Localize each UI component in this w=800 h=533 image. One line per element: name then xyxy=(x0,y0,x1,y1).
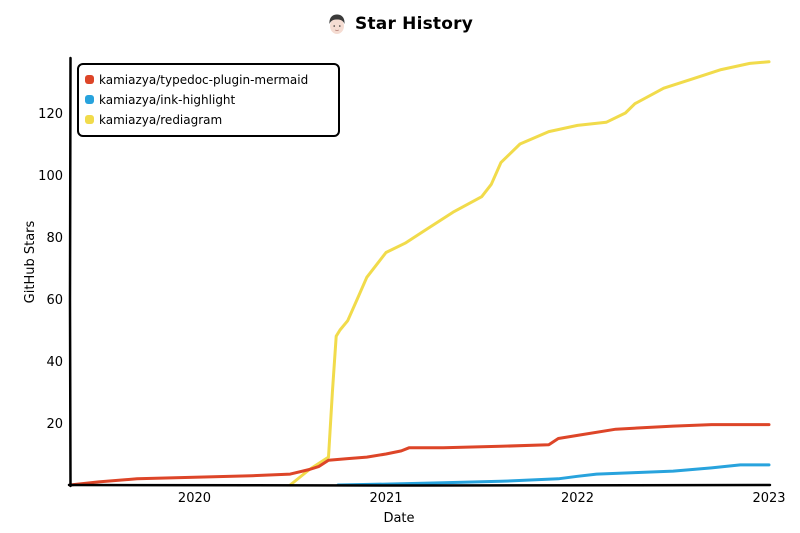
legend-swatch xyxy=(85,75,94,84)
legend-label: kamiazya/rediagram xyxy=(99,113,222,127)
series-layer xyxy=(68,60,771,487)
x-tick-label: 2020 xyxy=(178,491,211,506)
legend-swatch xyxy=(85,95,94,104)
chart-title: Star History xyxy=(355,14,473,34)
legend-swatch xyxy=(85,115,94,124)
series-line xyxy=(288,60,771,487)
x-tick-label: 2021 xyxy=(369,491,402,506)
x-axis xyxy=(67,483,772,487)
y-tick-label: 100 xyxy=(38,169,63,184)
y-tick-label: 80 xyxy=(46,231,63,246)
x-axis-title: Date xyxy=(383,511,414,526)
legend-label: kamiazya/ink-highlight xyxy=(99,93,236,107)
x-tick-label: 2023 xyxy=(752,491,785,506)
legend-label: kamiazya/typedoc-plugin-mermaid xyxy=(99,73,308,87)
series-line xyxy=(336,463,771,487)
y-tick-label: 20 xyxy=(46,417,63,432)
y-tick-label: 60 xyxy=(46,293,63,308)
x-tick-label: 2022 xyxy=(561,491,594,506)
y-axis xyxy=(68,56,72,488)
avatar-icon xyxy=(329,14,345,34)
y-tick-label: 40 xyxy=(46,355,63,370)
y-tick-labels: 20 40 60 80 100 120 xyxy=(38,107,63,432)
chart-header: Star History xyxy=(0,10,800,38)
y-tick-label: 120 xyxy=(38,107,63,122)
series-line xyxy=(68,423,771,487)
y-axis-title: GitHub Stars xyxy=(23,220,38,303)
legend: kamiazya/typedoc-plugin-mermaid kamiazya/… xyxy=(77,63,340,137)
x-tick-labels: 2020 2021 2022 2023 xyxy=(178,491,786,506)
